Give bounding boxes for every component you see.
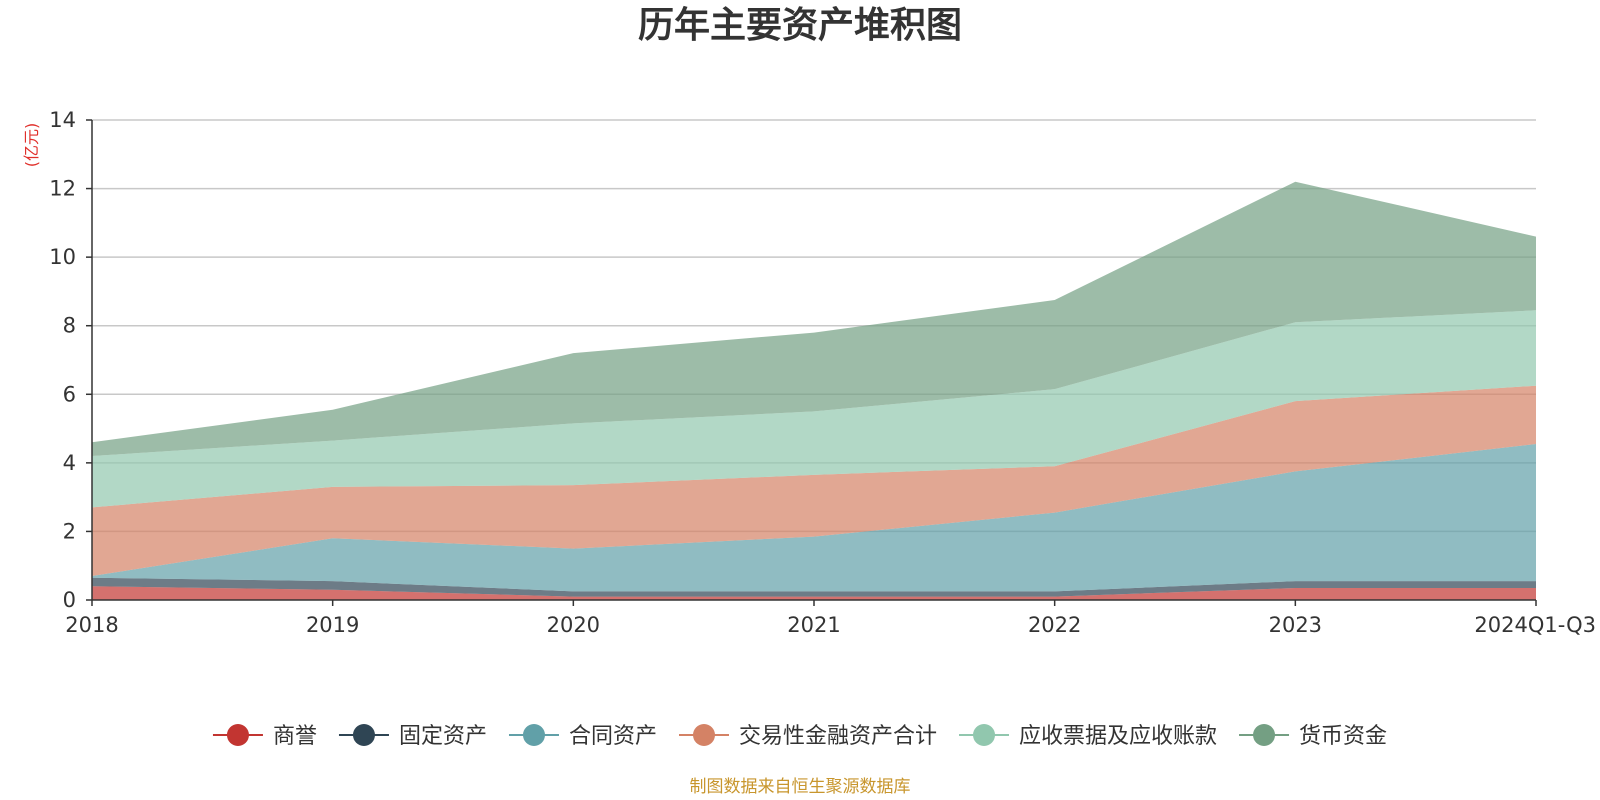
- area-series-2: [92, 577, 1536, 597]
- legend-item-1[interactable]: 商誉: [212, 724, 317, 749]
- legend-label: 应收票据及应收账款: [1019, 724, 1217, 749]
- x-tick-label: 2021: [787, 613, 840, 637]
- legend-swatch-marker: [226, 724, 249, 746]
- y-axis-unit-label: (亿元): [22, 123, 41, 168]
- legend-label: 交易性金融资产合计: [739, 724, 937, 749]
- legend-swatch-marker: [1253, 724, 1276, 746]
- x-tick-label: 2020: [547, 613, 600, 637]
- x-tick-label: 2019: [306, 613, 359, 637]
- legend-swatch-marker: [352, 724, 375, 746]
- legend-item-6[interactable]: 货币资金: [1239, 724, 1387, 749]
- x-tick-label: 2023: [1269, 613, 1322, 637]
- source-note: 制图数据来自恒生聚源数据库: [689, 777, 911, 797]
- y-tick-label: 6: [63, 382, 76, 406]
- legend-item-3[interactable]: 合同资产: [508, 724, 657, 749]
- area-series-layer: [92, 181, 1536, 600]
- legend-label: 固定资产: [399, 724, 487, 749]
- y-tick-label: 10: [49, 245, 76, 269]
- legend-swatch-marker: [693, 724, 715, 746]
- legend-swatch-marker: [973, 724, 996, 746]
- area-series-1: [92, 586, 1536, 600]
- area-series-6: [92, 181, 1536, 456]
- x-tick-label: 2024Q1-Q3: [1474, 613, 1596, 637]
- legend-label: 货币资金: [1299, 724, 1387, 749]
- y-tick-label: 4: [63, 451, 76, 475]
- y-tick-label: 0: [63, 588, 76, 612]
- legend-item-4[interactable]: 交易性金融资产合计: [679, 724, 937, 749]
- y-tick-label: 8: [63, 314, 76, 338]
- y-tick-label: 12: [49, 177, 76, 201]
- area-series-4: [92, 385, 1536, 576]
- x-tick-label: 2022: [1028, 613, 1081, 637]
- legend-label: 合同资产: [569, 724, 657, 749]
- area-series-5: [92, 310, 1536, 508]
- legend-swatch-marker: [522, 724, 545, 746]
- area-series-3: [92, 444, 1536, 592]
- y-tick-label: 14: [49, 108, 76, 132]
- legend[interactable]: 商誉 固定资产 合同资产 交易性金融资产合计 应收票据及应收账款 货币资金: [212, 724, 1387, 749]
- legend-item-5[interactable]: 应收票据及应收账款: [959, 724, 1217, 749]
- legend-label: 商誉: [273, 724, 317, 749]
- axes: 0 2 4 6 8 10 12 14 2018 2019 2020 2021 2022 2023 2024Q…: [22, 108, 1596, 637]
- legend-item-2[interactable]: 固定资产: [338, 724, 487, 749]
- x-tick-label: 2018: [65, 613, 118, 637]
- chart-title: 历年主要资产堆积图: [637, 5, 962, 46]
- y-tick-label: 2: [63, 519, 76, 543]
